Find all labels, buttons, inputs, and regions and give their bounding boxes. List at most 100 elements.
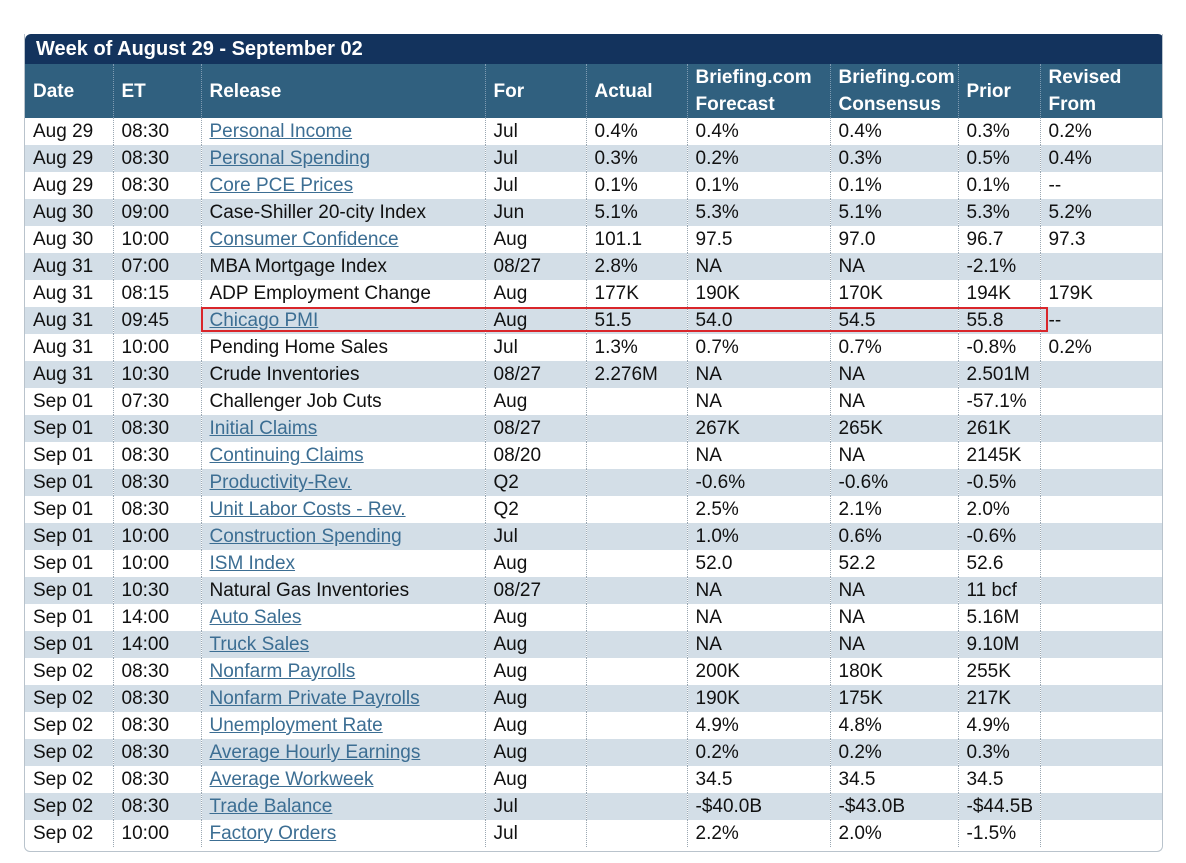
cell-date: Sep 02 (25, 658, 113, 685)
cell-date: Sep 02 (25, 712, 113, 739)
release-link[interactable]: Core PCE Prices (209, 175, 354, 196)
cell-prior: 0.5% (957, 145, 1040, 172)
cell-forecast: 2.5% (686, 496, 830, 523)
cell-date: Aug 31 (25, 361, 113, 388)
cell-release[interactable]: Nonfarm Private Payrolls (200, 685, 485, 712)
cell-release[interactable]: Productivity-Rev. (200, 469, 485, 496)
cell-actual (585, 766, 687, 793)
cell-prior: 0.1% (957, 172, 1040, 199)
cell-release[interactable]: Nonfarm Payrolls (200, 658, 485, 685)
cell-release[interactable]: Unemployment Rate (200, 712, 485, 739)
release-name: ADP Employment Change (209, 283, 431, 304)
cell-consensus: NA (829, 631, 958, 658)
release-link[interactable]: Construction Spending (209, 526, 402, 547)
release-link[interactable]: Unemployment Rate (209, 715, 383, 736)
cell-release[interactable]: Factory Orders (200, 820, 485, 847)
cell-for: Jul (484, 820, 586, 847)
release-link[interactable]: Trade Balance (209, 796, 333, 817)
cell-release[interactable]: Unit Labor Costs - Rev. (200, 496, 485, 523)
cell-revised: 179K (1039, 280, 1162, 307)
cell-release[interactable]: Trade Balance (200, 793, 485, 820)
cell-release: MBA Mortgage Index (200, 253, 485, 280)
cell-revised: 0.4% (1039, 145, 1162, 172)
cell-consensus: 2.0% (829, 820, 958, 847)
release-link[interactable]: Average Hourly Earnings (209, 742, 421, 763)
table-row: Aug 30 10:00 Consumer Confidence Aug 101.1 97… (25, 226, 1162, 253)
cell-release[interactable]: Continuing Claims (200, 442, 485, 469)
release-link[interactable]: Consumer Confidence (209, 229, 399, 250)
cell-prior: 96.7 (957, 226, 1040, 253)
cell-release[interactable]: Average Hourly Earnings (200, 739, 485, 766)
cell-revised (1039, 415, 1162, 442)
table-row: Sep 01 08:30 Unit Labor Costs - Rev. Q2 2.5%… (25, 496, 1162, 523)
release-link[interactable]: Unit Labor Costs - Rev. (209, 499, 406, 520)
cell-consensus: 180K (829, 658, 958, 685)
cell-release[interactable]: Chicago PMI (200, 307, 485, 334)
release-link[interactable]: Nonfarm Payrolls (209, 661, 356, 682)
cell-actual (585, 685, 687, 712)
cell-revised (1039, 253, 1162, 280)
cell-release[interactable]: Initial Claims (200, 415, 485, 442)
cell-actual (585, 577, 687, 604)
cell-prior: 55.8 (957, 307, 1040, 334)
cell-release[interactable]: Consumer Confidence (200, 226, 485, 253)
cell-forecast: 97.5 (686, 226, 830, 253)
cell-revised (1039, 766, 1162, 793)
cell-for: Aug (484, 658, 586, 685)
cell-consensus: NA (829, 577, 958, 604)
cell-actual: 0.1% (585, 172, 687, 199)
release-link[interactable]: Factory Orders (209, 823, 337, 844)
cell-et: 08:30 (112, 496, 201, 523)
cell-consensus: 265K (829, 415, 958, 442)
cell-release[interactable]: Truck Sales (200, 631, 485, 658)
cell-actual (585, 820, 687, 847)
release-link[interactable]: Personal Spending (209, 148, 371, 169)
cell-revised (1039, 361, 1162, 388)
cell-prior: 2145K (957, 442, 1040, 469)
release-link[interactable]: Nonfarm Private Payrolls (209, 688, 420, 709)
cell-forecast: 1.0% (686, 523, 830, 550)
cell-release[interactable]: Personal Income (200, 118, 485, 145)
release-link[interactable]: Chicago PMI (209, 310, 319, 331)
release-link[interactable]: ISM Index (209, 553, 296, 574)
cell-consensus: NA (829, 388, 958, 415)
cell-actual: 0.4% (585, 118, 687, 145)
cell-revised (1039, 712, 1162, 739)
release-link[interactable]: Truck Sales (209, 634, 310, 655)
cell-consensus: NA (829, 361, 958, 388)
release-link[interactable]: Average Workweek (209, 769, 374, 790)
cell-consensus: -0.6% (829, 469, 958, 496)
cell-forecast: NA (686, 577, 830, 604)
cell-prior: 9.10M (957, 631, 1040, 658)
cell-prior: 217K (957, 685, 1040, 712)
cell-consensus: -$43.0B (829, 793, 958, 820)
cell-et: 08:30 (112, 415, 201, 442)
table-row: Sep 01 10:30 Natural Gas Inventories 08/27 N… (25, 577, 1162, 604)
cell-date: Aug 31 (25, 334, 113, 361)
cell-date: Sep 01 (25, 604, 113, 631)
cell-release[interactable]: Personal Spending (200, 145, 485, 172)
cell-for: Aug (484, 280, 586, 307)
cell-release[interactable]: Average Workweek (200, 766, 485, 793)
cell-release[interactable]: Construction Spending (200, 523, 485, 550)
release-link[interactable]: Initial Claims (209, 418, 318, 439)
cell-release[interactable]: Auto Sales (200, 604, 485, 631)
release-link[interactable]: Auto Sales (209, 607, 302, 628)
cell-release[interactable]: ISM Index (200, 550, 485, 577)
release-link[interactable]: Productivity-Rev. (209, 472, 352, 493)
cell-release[interactable]: Core PCE Prices (200, 172, 485, 199)
col-header-et: ET (112, 64, 201, 118)
cell-revised (1039, 577, 1162, 604)
cell-forecast: -$40.0B (686, 793, 830, 820)
release-link[interactable]: Continuing Claims (209, 445, 364, 466)
cell-et: 10:00 (112, 550, 201, 577)
cell-date: Aug 31 (25, 307, 113, 334)
cell-revised (1039, 496, 1162, 523)
cell-revised (1039, 523, 1162, 550)
cell-prior: -0.5% (957, 469, 1040, 496)
cell-actual (585, 550, 687, 577)
cell-date: Sep 01 (25, 523, 113, 550)
release-link[interactable]: Personal Income (209, 121, 353, 142)
cell-forecast: 0.4% (686, 118, 830, 145)
cell-date: Sep 01 (25, 550, 113, 577)
